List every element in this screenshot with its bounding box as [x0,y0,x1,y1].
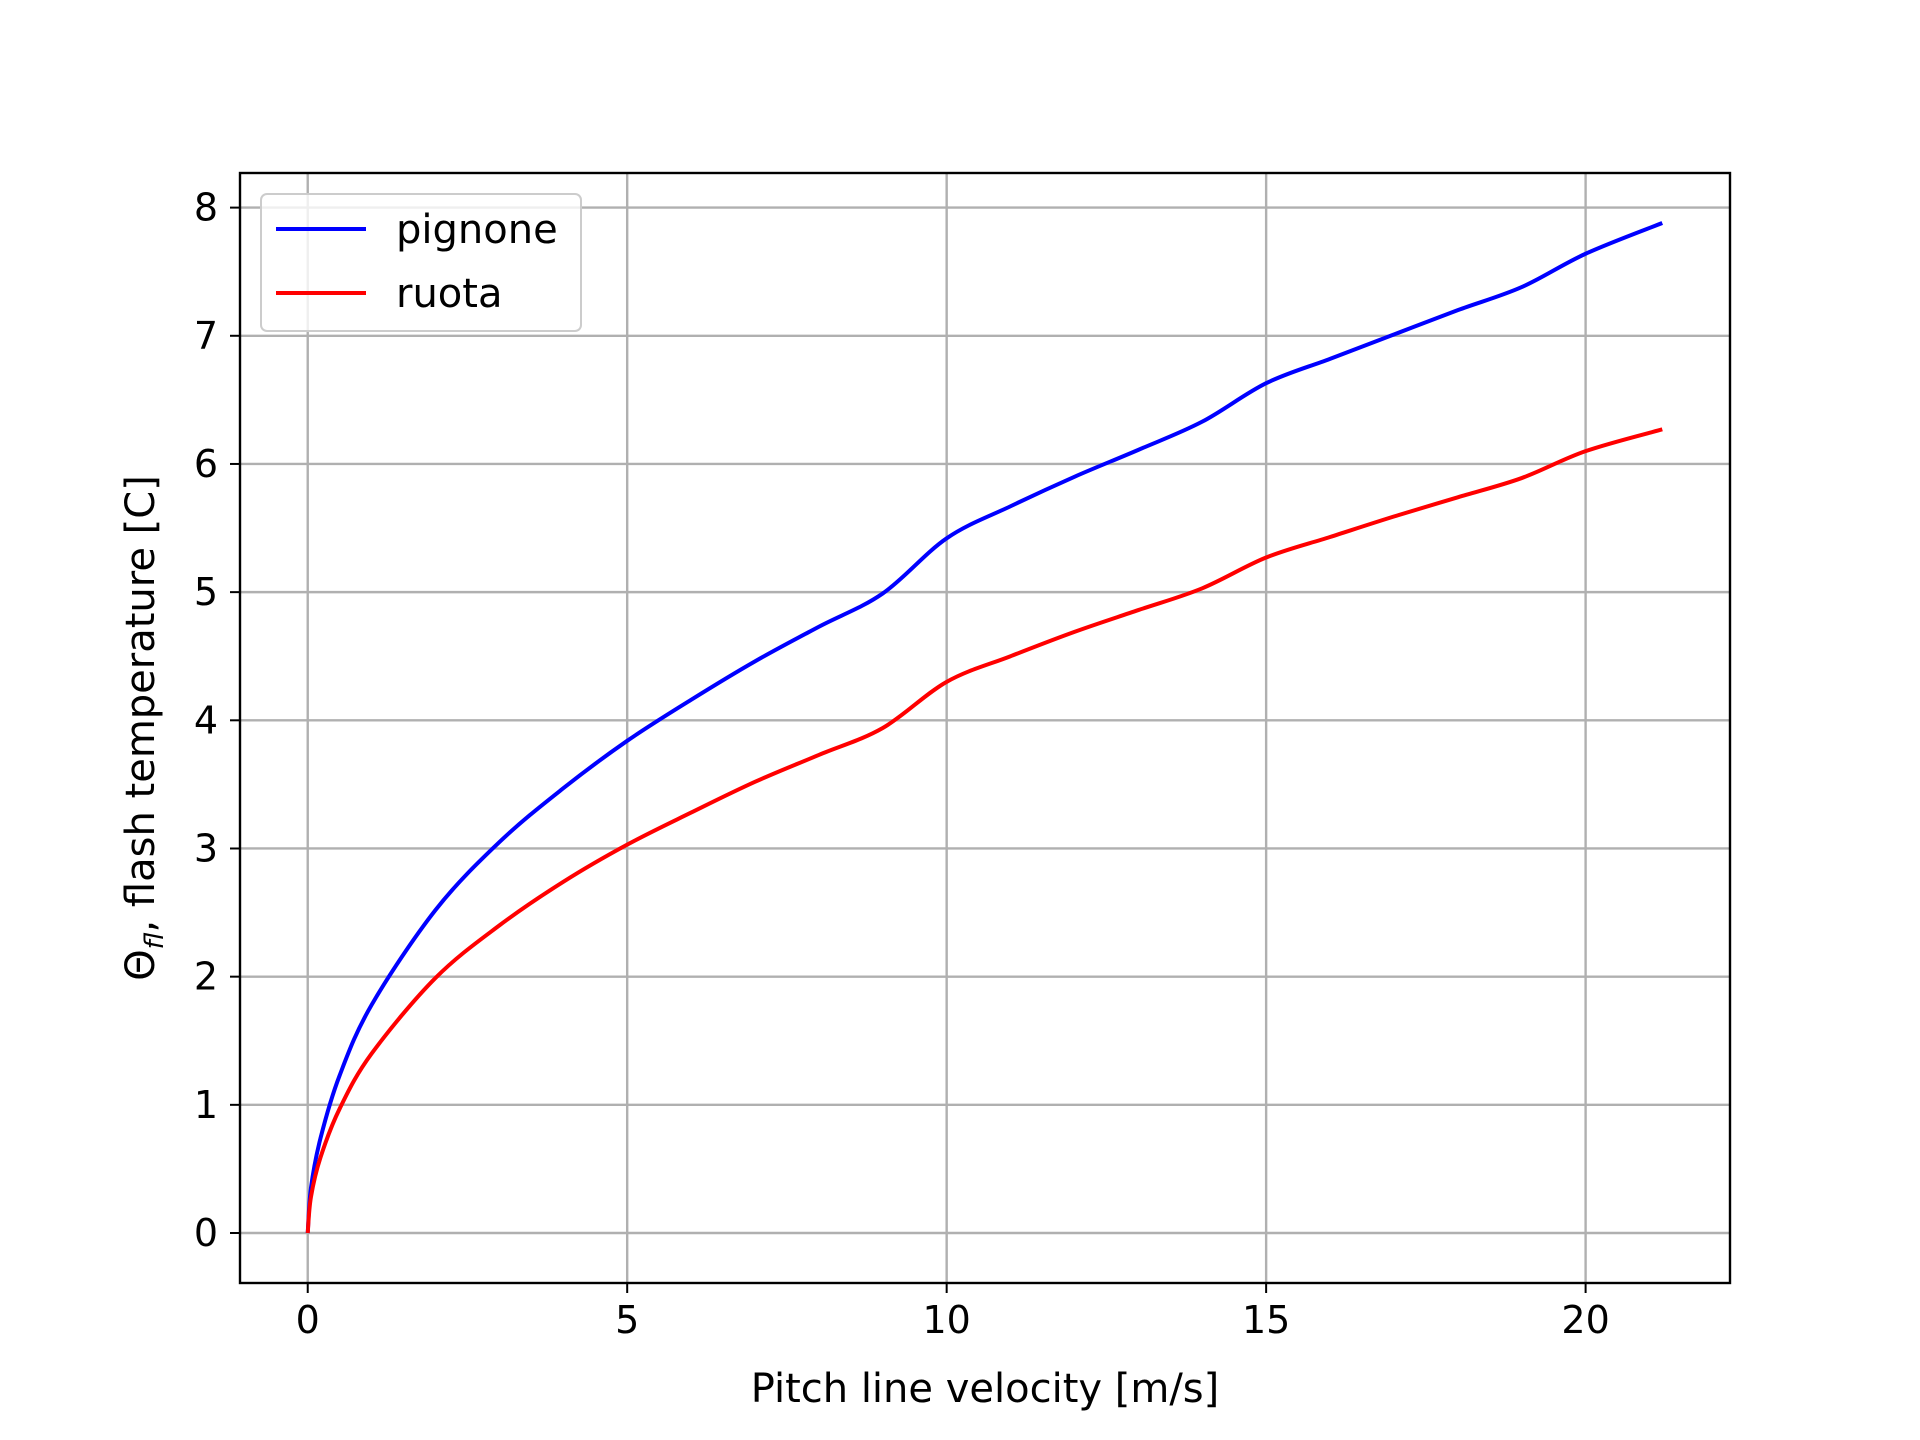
x-tick-label: 5 [615,1298,639,1342]
y-tick-label: 0 [194,1211,218,1255]
axis-ticks: 0 5 10 15 20 0 1 2 3 4 5 6 7 8 [194,186,1610,1342]
y-tick-label: 4 [194,698,218,742]
series-line-pignone [305,221,1664,1234]
x-tick-label: 20 [1561,1298,1609,1342]
y-tick-label: 2 [194,955,218,999]
y-axis-label-text: , flash temperature [C] [118,475,164,932]
x-tick-label: 15 [1242,1298,1290,1342]
series-line-ruota [305,427,1663,1234]
legend-label-pignone: pignone [396,207,558,253]
y-tick-label: 1 [194,1083,218,1127]
grid-lines [240,173,1730,1283]
y-axis-label-symbol: Θ [118,949,164,980]
legend: pignone ruota [260,193,582,332]
y-tick-label: 6 [194,442,218,486]
y-tick-label: 7 [194,314,218,358]
x-tick-label: 10 [922,1298,970,1342]
plot-area [240,173,1730,1283]
x-axis-label: Pitch line velocity [m/s] [751,1366,1220,1412]
y-tick-label: 5 [194,570,218,614]
y-axis-label-subscript: fl [140,932,170,949]
x-tick-label: 0 [296,1298,320,1342]
legend-label-ruota: ruota [396,271,502,317]
y-axis-label: Θfl, flash temperature [C] [118,475,170,981]
series-layer [305,221,1664,1234]
y-tick-label: 3 [194,826,218,870]
axes-frame [238,171,1732,1285]
y-tick-label: 8 [194,186,218,230]
